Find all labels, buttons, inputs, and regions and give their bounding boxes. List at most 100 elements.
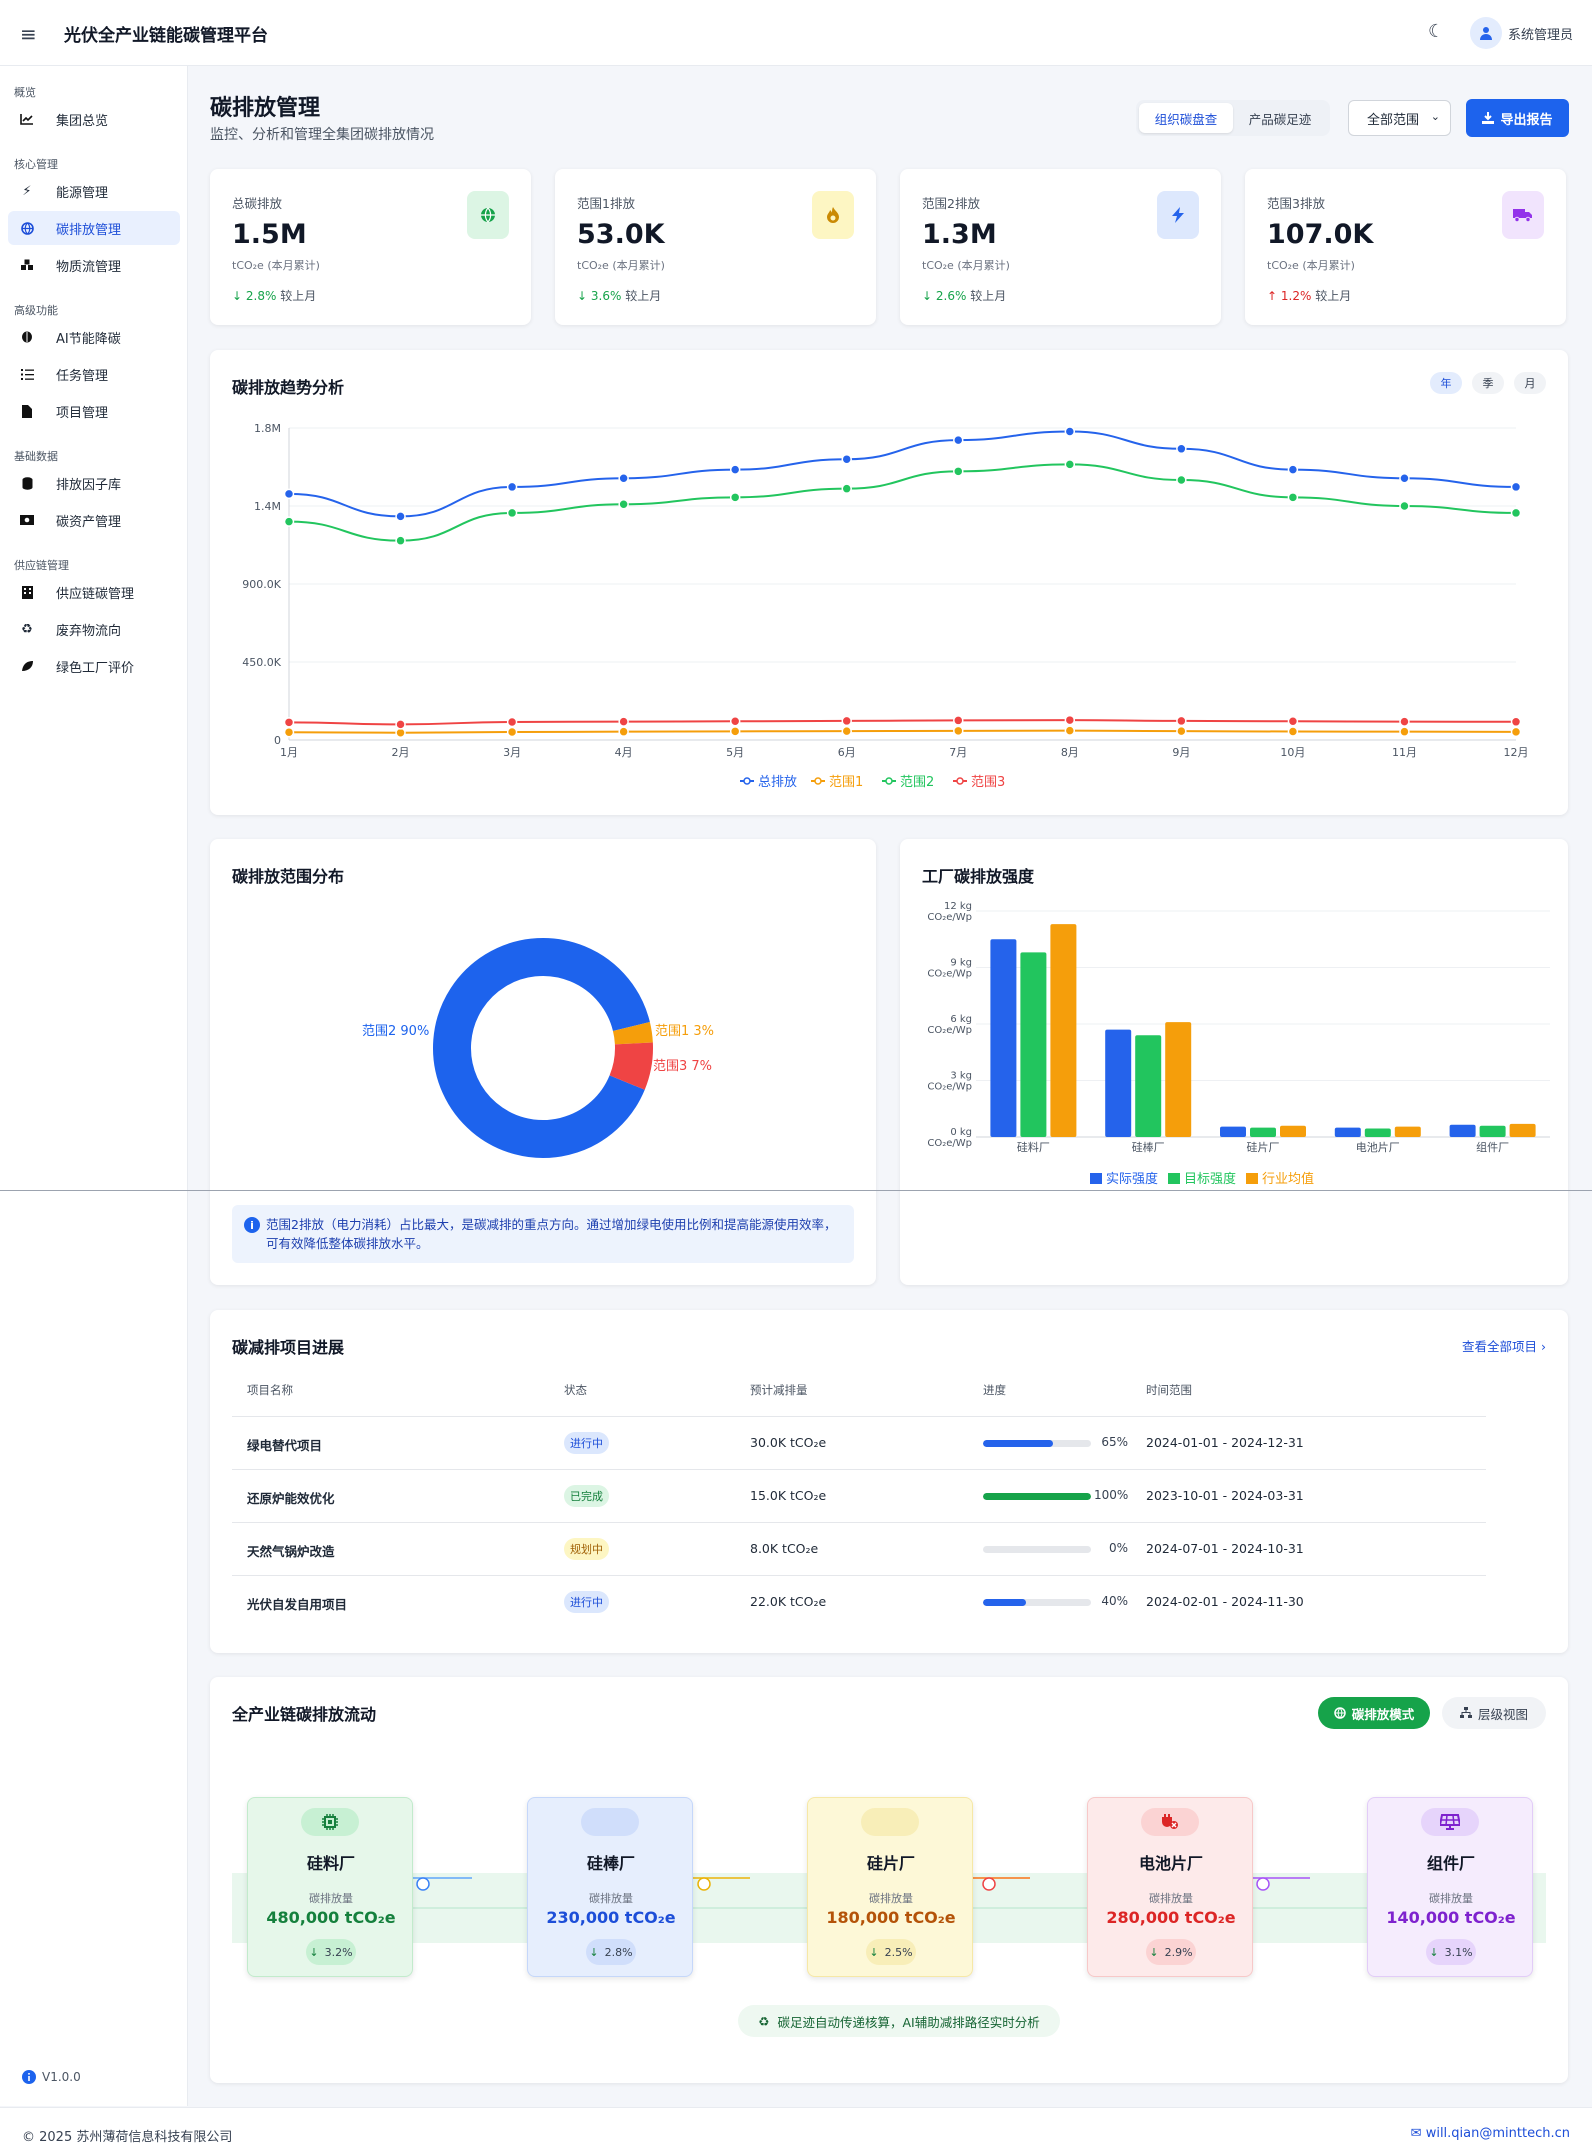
flow-factory-card[interactable]: 硅片厂 碳排放量 180,000 tCO₂e ↓ 2.5% (807, 1797, 973, 1977)
arrow-down-icon: ↓ (922, 289, 932, 303)
project-reduction: 15.0K tCO₂e (750, 1488, 826, 1503)
user-name[interactable]: 系统管理员 (1508, 24, 1573, 43)
flow-factory-card[interactable]: 电池片厂 碳排放量 280,000 tCO₂e ↓ 2.9% (1087, 1797, 1253, 1977)
status-badge: 进行中 (564, 1432, 609, 1454)
series-line-范围3 (289, 720, 1516, 724)
menu-icon[interactable]: ≡ (20, 22, 37, 46)
data-point (731, 493, 740, 502)
data-point (1288, 493, 1297, 502)
factory-icon (301, 1808, 359, 1836)
sidebar-item-green-factory[interactable]: 绿色工厂评价 (8, 649, 180, 683)
data-point (954, 436, 963, 445)
bar-目标强度 (1135, 1035, 1161, 1137)
sidebar-item-energy[interactable]: ⚡ 能源管理 (8, 174, 180, 208)
table-row[interactable]: 天然气锅炉改造 规划中 8.0K tCO₂e 0% 2024-07-01 - 2… (232, 1522, 1486, 1575)
kpi-card[interactable]: 总碳排放 1.5M tCO₂e (本月累计) ↓ 2.8% 较上月 (210, 169, 531, 325)
col-header-progress: 进度 (983, 1382, 1006, 1398)
bar-实际强度 (1335, 1128, 1361, 1137)
legend-swatch (1168, 1173, 1180, 1184)
data-point (1065, 726, 1074, 735)
version-label: V1.0.0 (22, 2070, 81, 2084)
table-row[interactable]: 绿电替代项目 进行中 30.0K tCO₂e 65% 2024-01-01 - … (232, 1416, 1486, 1469)
data-point (1065, 460, 1074, 469)
sidebar-item-assets[interactable]: 碳资产管理 (8, 503, 180, 537)
status-badge: 进行中 (564, 1591, 609, 1613)
data-point (1512, 727, 1521, 736)
table-row[interactable]: 还原炉能效优化 已完成 15.0K tCO₂e 100% 2023-10-01 … (232, 1469, 1486, 1522)
legend-label: 总排放 (758, 775, 797, 790)
legend-swatch (1246, 1173, 1258, 1184)
factory-emission-label: 碳排放量 (1368, 1890, 1534, 1906)
bar-目标强度 (1250, 1128, 1276, 1137)
scope-select[interactable]: 全部范围 ⌄ (1348, 100, 1451, 136)
kpi-unit: tCO₂e (本月累计) (232, 257, 320, 273)
kpi-card[interactable]: 范围3排放 107.0K tCO₂e (本月累计) ↑ 1.2% 较上月 (1245, 169, 1566, 325)
sidebar-item-supply-chain[interactable]: 供应链碳管理 (8, 575, 180, 609)
arrow-down-icon: ↓ (1149, 1946, 1158, 1959)
legend-label: 范围1 (829, 775, 863, 790)
data-point (842, 455, 851, 464)
sidebar-item-material[interactable]: 物质流管理 (8, 248, 180, 282)
data-point (508, 717, 517, 726)
x-tick-label: 1月 (280, 746, 298, 759)
kpi-unit: tCO₂e (本月累计) (577, 257, 665, 273)
globe-icon (467, 191, 509, 239)
bar-实际强度 (1105, 1030, 1131, 1137)
sidebar-item-waste[interactable]: ♻ 废弃物流向 (8, 612, 180, 646)
factory-emission-value: 280,000 tCO₂e (1088, 1908, 1254, 1927)
bar-行业均值 (1165, 1022, 1191, 1137)
export-report-button[interactable]: 导出报告 (1466, 99, 1569, 137)
data-point (396, 536, 405, 545)
sidebar-item-tasks[interactable]: 任务管理 (8, 357, 180, 391)
data-point (619, 474, 628, 483)
arrow-down-icon: ↓ (869, 1946, 878, 1959)
sidebar-group-overview: 概览 (14, 84, 36, 100)
arrow-down-icon: ↓ (577, 289, 587, 303)
data-point (285, 489, 294, 498)
kpi-label: 总碳排放 (232, 193, 282, 212)
view-all-projects-link[interactable]: 查看全部项目 › (1462, 1336, 1546, 1355)
data-point (1400, 502, 1409, 511)
factory-name: 硅片厂 (808, 1850, 974, 1874)
data-point (619, 500, 628, 509)
sidebar-item-projects[interactable]: 项目管理 (8, 394, 180, 428)
table-row[interactable]: 光伏自发自用项目 进行中 22.0K tCO₂e 40% 2024-02-01 … (232, 1575, 1486, 1628)
contact-email[interactable]: ✉ will.qian@minttech.cn (1411, 2126, 1570, 2141)
col-header-reduction: 预计减排量 (750, 1382, 808, 1398)
flow-factory-card[interactable]: 硅料厂 碳排放量 480,000 tCO₂e ↓ 3.2% (247, 1797, 413, 1977)
sidebar-group-advanced: 高级功能 (14, 302, 58, 318)
factory-change: ↓ 2.5% (866, 1939, 916, 1965)
sidebar-item-ai[interactable]: AI节能降碳 (8, 320, 180, 354)
legend-marker (744, 778, 750, 784)
progress-bar (983, 1493, 1091, 1500)
tab-org-inventory[interactable]: 组织碳盘查 (1139, 103, 1233, 133)
progress-pct: 0% (1094, 1541, 1128, 1555)
sidebar-item-factors[interactable]: 排放因子库 (8, 466, 180, 500)
x-tick-label: 硅料厂 (1017, 1140, 1050, 1154)
divider (0, 1190, 1592, 1191)
flow-factory-card[interactable]: 组件厂 碳排放量 140,000 tCO₂e ↓ 3.1% (1367, 1797, 1533, 1977)
solar-panel-icon (1440, 1814, 1460, 1830)
intensity-card: 工厂碳排放强度 0 kg CO₂e/Wp 3 kg CO₂e/Wp 6 kg CO₂e/W… (900, 839, 1568, 1285)
tab-product-footprint[interactable]: 产品碳足迹 (1233, 103, 1327, 133)
x-tick-label: 7月 (949, 746, 967, 759)
flow-factory-card[interactable]: 硅棒厂 碳排放量 230,000 tCO₂e ↓ 2.8% (527, 1797, 693, 1977)
sidebar-item-label: 碳排放管理 (56, 219, 121, 238)
avatar[interactable] (1470, 17, 1502, 49)
donut-slice-scope1 (631, 1027, 633, 1044)
user-icon (1479, 26, 1493, 40)
x-tick-label: 9月 (1172, 746, 1190, 759)
kpi-card[interactable]: 范围1排放 53.0K tCO₂e (本月累计) ↓ 3.6% 较上月 (555, 169, 876, 325)
x-tick-label: 8月 (1061, 746, 1079, 759)
sidebar-item-carbon[interactable]: 碳排放管理 (8, 211, 180, 245)
sidebar-item-group-overview[interactable]: 集团总览 (8, 102, 180, 136)
data-point (1400, 717, 1409, 726)
moon-icon[interactable]: ☾ (1428, 21, 1444, 42)
data-point (731, 727, 740, 736)
data-point (1288, 465, 1297, 474)
data-point (1288, 727, 1297, 736)
x-tick-label: 10月 (1280, 746, 1305, 759)
sidebar-group-basedata: 基础数据 (14, 448, 58, 464)
kpi-card[interactable]: 范围2排放 1.3M tCO₂e (本月累计) ↓ 2.6% 较上月 (900, 169, 1221, 325)
bar-目标强度 (1480, 1126, 1506, 1137)
